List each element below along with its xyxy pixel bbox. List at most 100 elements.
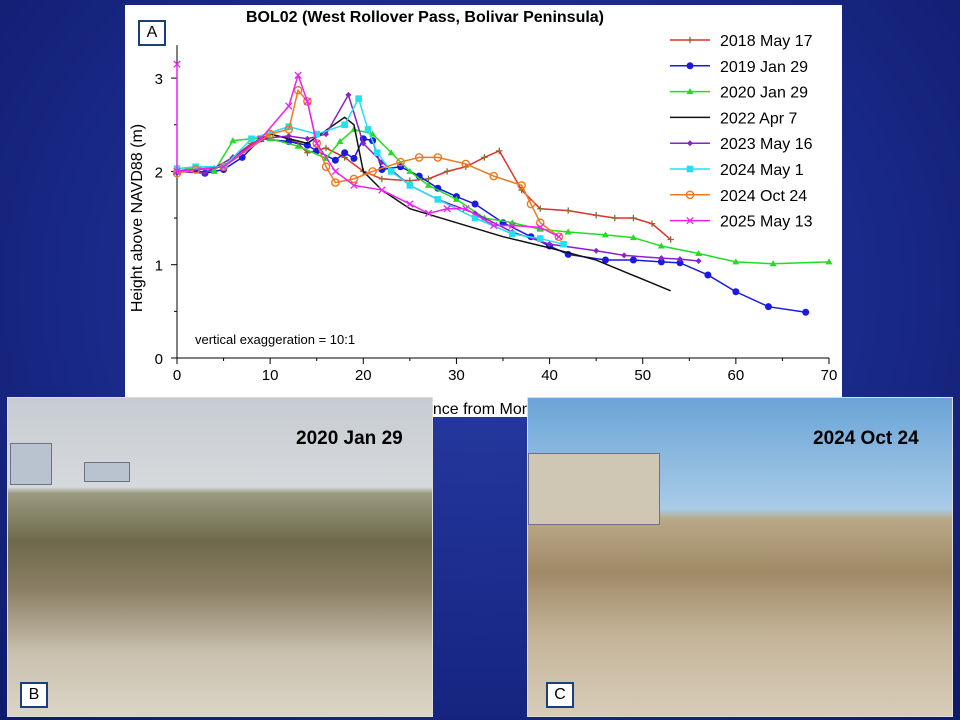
data-point	[293, 85, 303, 95]
data-point	[471, 200, 479, 208]
legend-label: 2025 May 13	[720, 214, 813, 231]
legend-item: 2024 Oct 24	[670, 188, 807, 205]
legend-label: 2022 Apr 7	[720, 110, 798, 127]
data-point	[601, 256, 609, 264]
data-point	[331, 156, 339, 164]
data-point	[373, 149, 381, 157]
data-point	[321, 162, 331, 172]
data-point	[686, 36, 694, 44]
legend-label: 2024 Oct 24	[720, 188, 807, 205]
annotation: vertical exaggeration = 10:1	[195, 332, 355, 347]
data-point	[294, 71, 302, 79]
panel-label-c: C	[546, 682, 574, 708]
x-tick-label: 60	[728, 367, 745, 384]
data-point	[201, 170, 208, 177]
data-point	[304, 135, 311, 142]
data-point	[508, 221, 516, 230]
data-point	[406, 182, 414, 189]
data-point	[565, 207, 572, 214]
series-line	[176, 93, 699, 262]
data-point	[452, 195, 460, 202]
data-point	[648, 220, 656, 227]
x-tick-label: 10	[262, 367, 279, 384]
data-point	[686, 62, 694, 70]
data-point	[555, 233, 563, 241]
data-point	[336, 138, 344, 145]
data-point	[536, 223, 544, 232]
data-point	[341, 121, 348, 129]
house	[84, 462, 130, 482]
data-point	[313, 130, 321, 138]
data-point	[424, 209, 433, 218]
data-point	[621, 252, 628, 259]
data-point	[396, 157, 405, 167]
data-point	[349, 174, 359, 184]
data-point	[345, 91, 352, 98]
data-point	[695, 257, 702, 264]
data-point	[443, 205, 451, 213]
data-point	[630, 214, 637, 222]
house	[528, 453, 660, 525]
data-point	[313, 139, 321, 148]
house	[10, 443, 52, 485]
y-tick-label: 1	[155, 258, 163, 275]
data-point	[323, 131, 330, 138]
data-point	[676, 259, 684, 267]
data-point	[732, 258, 740, 265]
data-point	[554, 232, 564, 242]
data-point	[496, 147, 503, 155]
data-point	[173, 167, 181, 176]
data-point	[378, 175, 386, 183]
data-point	[387, 168, 395, 175]
data-point	[434, 196, 442, 203]
legend-label: 2018 May 17	[720, 33, 813, 50]
data-point	[443, 168, 451, 175]
data-point	[350, 154, 358, 162]
series-line	[176, 133, 672, 241]
chart-title: BOL02 (West Rollover Pass, Bolivar Penin…	[246, 9, 604, 26]
data-point	[331, 167, 340, 176]
data-point	[414, 153, 424, 162]
data-point	[350, 181, 358, 190]
data-point	[686, 88, 694, 95]
data-point	[285, 102, 293, 110]
series-2025-may-13	[173, 60, 563, 241]
data-point	[331, 178, 340, 187]
data-point	[564, 228, 572, 235]
y-tick-label: 3	[155, 71, 163, 88]
legend-label: 2019 Jan 29	[720, 59, 808, 76]
x-tick-label: 30	[448, 367, 465, 384]
data-point	[378, 186, 386, 194]
data-point	[425, 175, 432, 183]
data-point	[537, 205, 544, 212]
data-point	[284, 125, 294, 134]
photo-caption: 2020 Jan 29	[296, 428, 403, 449]
data-point	[686, 216, 694, 225]
data-point	[825, 258, 833, 265]
data-point	[657, 258, 665, 266]
legend-item: 2018 May 17	[670, 33, 813, 50]
data-point	[481, 154, 488, 161]
data-point	[685, 190, 695, 200]
data-point	[546, 241, 553, 248]
series-2023-may-16	[174, 91, 702, 264]
photo-caption: 2024 Oct 24	[813, 428, 919, 449]
legend-item: 2020 Jan 29	[670, 85, 808, 102]
data-point	[769, 260, 777, 267]
data-point	[629, 256, 637, 264]
data-point	[229, 137, 237, 144]
x-tick-label: 70	[821, 367, 838, 384]
data-point	[517, 181, 526, 190]
x-tick-label: 50	[634, 367, 651, 384]
data-point	[535, 218, 545, 228]
data-point	[536, 225, 544, 232]
series-2024-oct-24	[172, 85, 564, 242]
legend-item: 2022 Apr 7	[670, 110, 798, 127]
data-point	[509, 230, 516, 238]
data-point	[667, 236, 674, 243]
chart-panel: BOL02 (West Rollover Pass, Bolivar Penin…	[125, 5, 842, 417]
data-point	[657, 242, 665, 249]
data-point	[322, 144, 330, 152]
legend-item: 2023 May 16	[670, 136, 813, 153]
data-point	[387, 149, 395, 156]
